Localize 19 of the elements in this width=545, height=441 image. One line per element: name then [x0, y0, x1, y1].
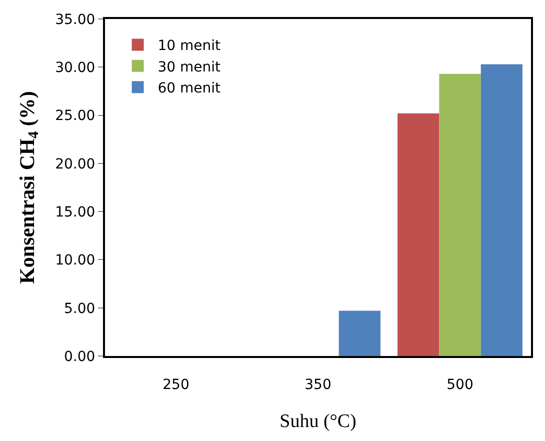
- bar: [480, 64, 522, 356]
- y-tick-label: 25.00: [55, 108, 96, 124]
- legend-label: 10 menit: [158, 38, 222, 54]
- bar: [398, 113, 440, 356]
- y-tick-label: 35.00: [55, 12, 96, 28]
- y-tick-label: 10.00: [55, 252, 96, 269]
- y-tick-label: 30.00: [55, 60, 96, 76]
- y-tick-label: 5.00: [64, 300, 96, 317]
- legend-label: 30 menit: [158, 59, 222, 76]
- bar: [338, 310, 380, 356]
- x-tick-label: 500: [446, 376, 474, 393]
- bar: [439, 74, 481, 356]
- y-tick-label: 0.00: [64, 348, 96, 365]
- x-tick-label: 350: [304, 376, 332, 393]
- x-axis-title: Suhu (°C): [280, 411, 356, 432]
- y-tick-label: 15.00: [55, 204, 96, 220]
- y-tick-label: 20.00: [55, 156, 96, 172]
- x-tick-label: 250: [162, 376, 190, 393]
- legend-label: 60 menit: [158, 80, 222, 97]
